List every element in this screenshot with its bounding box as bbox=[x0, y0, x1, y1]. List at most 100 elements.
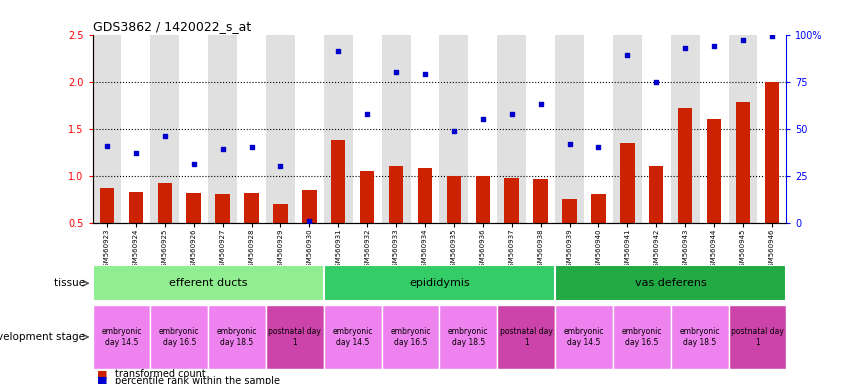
Point bbox=[621, 52, 634, 58]
Text: GDS3862 / 1420022_s_at: GDS3862 / 1420022_s_at bbox=[93, 20, 251, 33]
Point bbox=[563, 141, 576, 147]
Bar bbox=[151, 35, 179, 223]
Bar bbox=[758, 35, 786, 223]
Bar bbox=[736, 102, 750, 223]
Text: embryonic
day 16.5: embryonic day 16.5 bbox=[159, 327, 199, 347]
Bar bbox=[324, 305, 382, 369]
Point bbox=[331, 48, 345, 55]
Bar bbox=[563, 199, 577, 223]
Bar bbox=[179, 35, 208, 223]
Text: tissue: tissue bbox=[54, 278, 88, 288]
Text: epididymis: epididymis bbox=[409, 278, 470, 288]
Point bbox=[158, 133, 172, 139]
Point bbox=[505, 111, 518, 117]
Bar bbox=[273, 204, 288, 223]
Bar bbox=[584, 35, 613, 223]
Bar bbox=[706, 119, 722, 223]
Bar bbox=[497, 35, 526, 223]
Bar bbox=[555, 35, 584, 223]
Point bbox=[534, 101, 547, 107]
Bar bbox=[418, 168, 432, 223]
Text: postnatal day
1: postnatal day 1 bbox=[731, 327, 784, 347]
Text: transformed count: transformed count bbox=[115, 369, 206, 379]
Point bbox=[418, 71, 431, 77]
Bar bbox=[237, 35, 266, 223]
Bar bbox=[555, 305, 613, 369]
Point bbox=[707, 43, 721, 49]
Text: percentile rank within the sample: percentile rank within the sample bbox=[115, 376, 280, 384]
Text: embryonic
day 16.5: embryonic day 16.5 bbox=[621, 327, 662, 347]
Text: development stage: development stage bbox=[0, 332, 88, 342]
Bar bbox=[100, 188, 114, 223]
Point bbox=[389, 69, 403, 75]
Point bbox=[736, 37, 749, 43]
Bar bbox=[613, 305, 670, 369]
Bar bbox=[187, 193, 201, 223]
Bar bbox=[555, 265, 786, 301]
Point bbox=[679, 45, 692, 51]
Bar bbox=[209, 305, 266, 369]
Bar bbox=[331, 140, 346, 223]
Bar bbox=[447, 176, 461, 223]
Point bbox=[273, 163, 287, 169]
Bar bbox=[410, 35, 439, 223]
Bar bbox=[324, 35, 352, 223]
Point bbox=[592, 144, 606, 151]
Bar bbox=[764, 82, 779, 223]
Text: embryonic
day 18.5: embryonic day 18.5 bbox=[680, 327, 720, 347]
Bar bbox=[613, 35, 642, 223]
Point bbox=[303, 218, 316, 224]
Text: embryonic
day 16.5: embryonic day 16.5 bbox=[390, 327, 431, 347]
Bar bbox=[93, 305, 151, 369]
Bar bbox=[389, 166, 404, 223]
Bar bbox=[215, 195, 230, 223]
Text: embryonic
day 14.5: embryonic day 14.5 bbox=[101, 327, 141, 347]
Bar bbox=[324, 265, 555, 301]
Point bbox=[765, 33, 779, 40]
Bar bbox=[526, 35, 555, 223]
Bar bbox=[642, 35, 670, 223]
Text: postnatal day
1: postnatal day 1 bbox=[500, 327, 553, 347]
Bar bbox=[670, 305, 728, 369]
Point bbox=[216, 146, 230, 152]
Bar bbox=[468, 35, 497, 223]
Bar bbox=[121, 35, 151, 223]
Bar bbox=[670, 35, 700, 223]
Bar bbox=[497, 305, 555, 369]
Bar bbox=[382, 305, 439, 369]
Text: ■: ■ bbox=[97, 376, 107, 384]
Bar bbox=[157, 183, 172, 223]
Text: embryonic
day 14.5: embryonic day 14.5 bbox=[332, 327, 373, 347]
Bar bbox=[208, 35, 237, 223]
Bar bbox=[266, 35, 295, 223]
Bar bbox=[649, 166, 664, 223]
Bar bbox=[302, 190, 316, 223]
Bar bbox=[728, 35, 758, 223]
Point bbox=[100, 142, 114, 149]
Text: embryonic
day 18.5: embryonic day 18.5 bbox=[217, 327, 257, 347]
Bar bbox=[728, 305, 786, 369]
Bar bbox=[244, 193, 259, 223]
Bar bbox=[620, 143, 635, 223]
Bar bbox=[360, 171, 374, 223]
Bar bbox=[533, 179, 547, 223]
Bar bbox=[505, 177, 519, 223]
Bar bbox=[93, 265, 324, 301]
Bar bbox=[439, 305, 497, 369]
Text: embryonic
day 14.5: embryonic day 14.5 bbox=[563, 327, 604, 347]
Text: efferent ducts: efferent ducts bbox=[169, 278, 247, 288]
Bar bbox=[129, 192, 143, 223]
Text: embryonic
day 18.5: embryonic day 18.5 bbox=[448, 327, 489, 347]
Bar bbox=[382, 35, 410, 223]
Bar bbox=[352, 35, 382, 223]
Bar bbox=[678, 108, 692, 223]
Bar bbox=[439, 35, 468, 223]
Point bbox=[447, 127, 461, 134]
Point bbox=[130, 150, 143, 156]
Bar bbox=[475, 176, 490, 223]
Point bbox=[187, 161, 200, 167]
Point bbox=[361, 111, 374, 117]
Bar bbox=[266, 305, 324, 369]
Text: ■: ■ bbox=[97, 369, 107, 379]
Bar bbox=[93, 35, 121, 223]
